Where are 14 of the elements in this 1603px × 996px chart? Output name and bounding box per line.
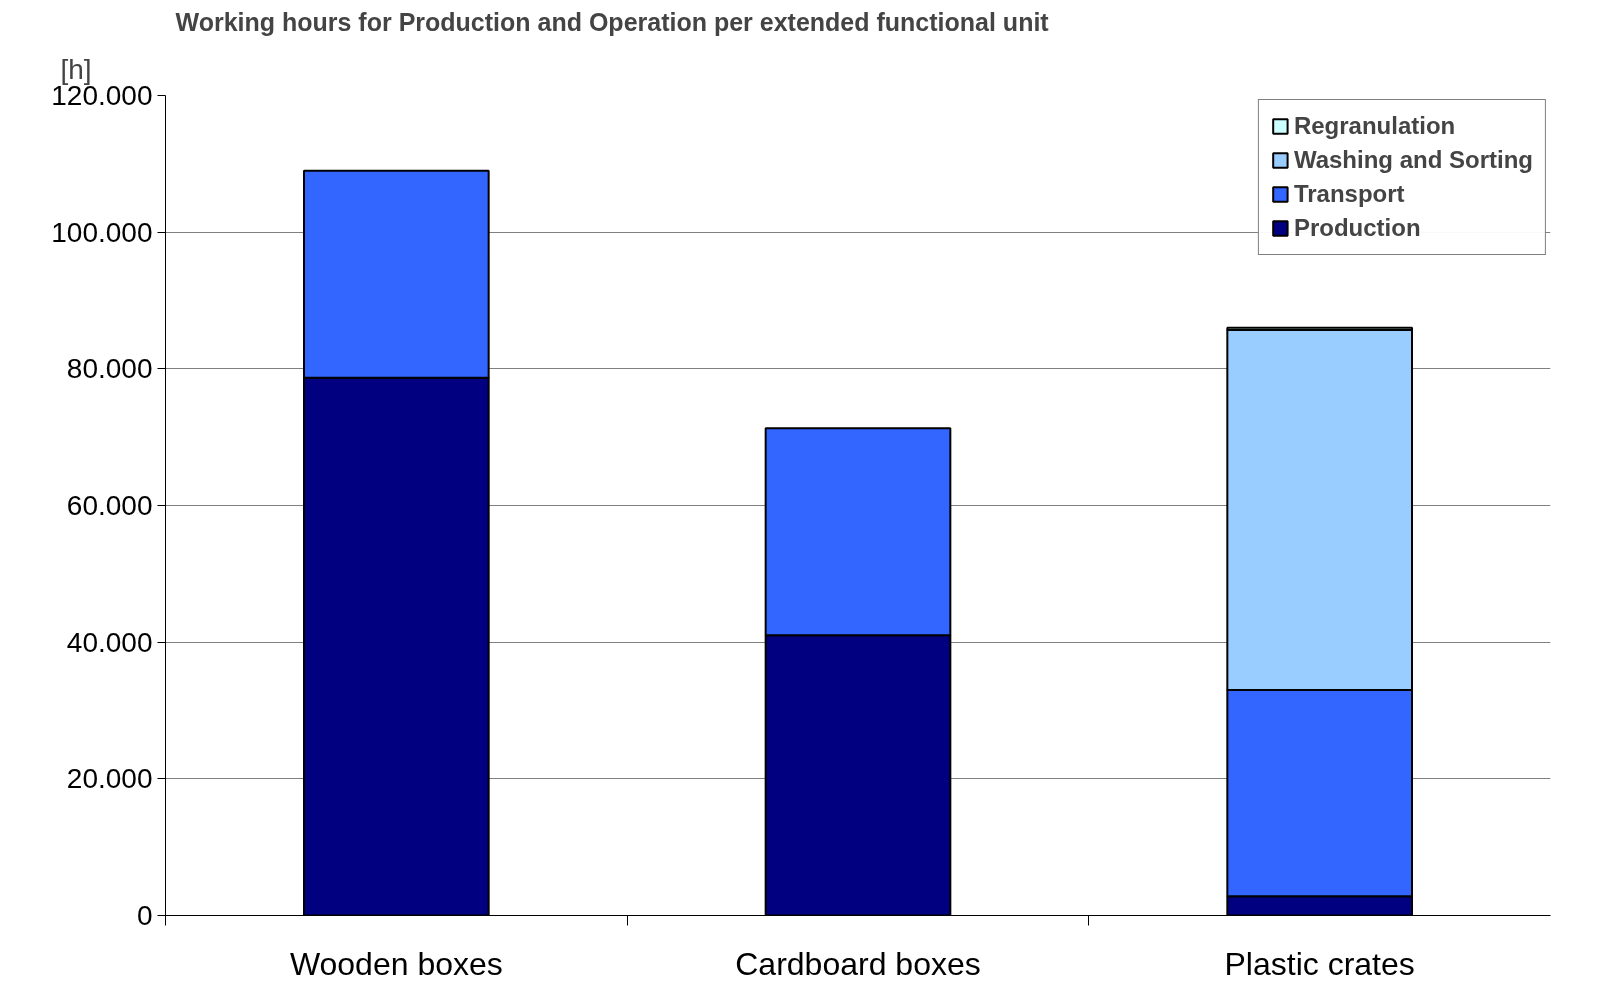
legend-label: Regranulation [1293, 112, 1456, 140]
legend-label: Transport [1293, 180, 1405, 208]
x-tick-label: Cardboard boxes [735, 945, 981, 982]
y-tick-label: 0 [136, 900, 153, 931]
y-tick-label: 20.000 [66, 763, 153, 795]
y-tick-label: 100.000 [51, 216, 153, 248]
chart-title: Working hours for Production and Operation per extended functional unit [175, 7, 1050, 36]
y-tick-label: 40.000 [66, 626, 153, 658]
x-tick-label: Wooden boxes [289, 945, 503, 982]
y-tick-label: 60.000 [66, 490, 153, 521]
y-tick-label: 80.000 [66, 353, 153, 385]
x-tick-label: Plastic crates [1224, 945, 1415, 982]
legend-label: Washing and Sorting [1293, 146, 1533, 174]
legend-label: Production [1293, 214, 1421, 242]
